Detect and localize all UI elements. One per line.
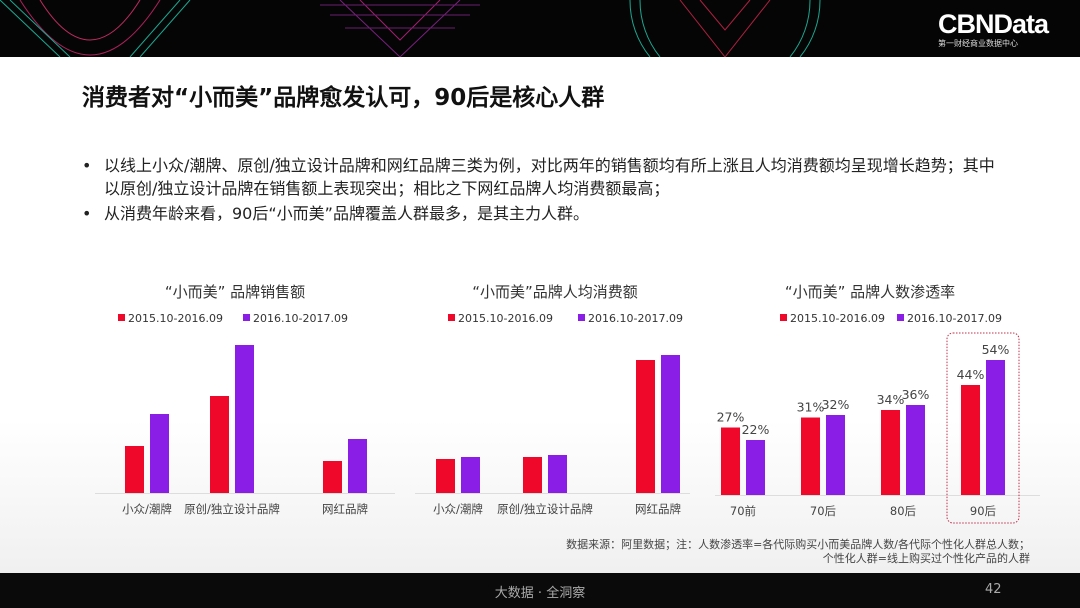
source-line: 数据来源：阿里数据；注：人数渗透率=各代际购买小而美品牌人数/各代际个性化人群总… xyxy=(566,538,1030,551)
legend-swatch xyxy=(118,314,125,321)
bar xyxy=(210,396,229,493)
legend-swatch xyxy=(243,314,250,321)
bar xyxy=(826,415,845,495)
data-label: 44% xyxy=(957,367,985,382)
bar xyxy=(746,440,765,495)
category-label: 70前 xyxy=(730,504,756,518)
footer-slogan: 大数据 · 全洞察 xyxy=(494,586,586,601)
bullet-item: 以线上小众/潮牌、原创/独立设计品牌和网红品牌三类为例，对比两年的销售额均有所上… xyxy=(82,154,1002,200)
category-label: 70后 xyxy=(810,504,836,518)
category-label: 80后 xyxy=(890,504,916,518)
data-label: 36% xyxy=(902,387,930,402)
legend-swatch xyxy=(578,314,585,321)
bar xyxy=(906,405,925,495)
page-title: 消费者对“小而美”品牌愈发认可，90后是核心人群 xyxy=(82,85,605,111)
legend-label: 2015.10-2016.09 xyxy=(128,312,223,325)
category-label: 网红品牌 xyxy=(635,502,681,516)
category-label: 网红品牌 xyxy=(322,502,368,516)
category-label: 原创/独立设计品牌 xyxy=(184,502,280,516)
bullet-list: 以线上小众/潮牌、原创/独立设计品牌和网红品牌三类为例，对比两年的销售额均有所上… xyxy=(82,154,1002,227)
bar xyxy=(348,439,367,493)
legend-swatch xyxy=(897,314,904,321)
page-number: 42 xyxy=(985,582,1002,597)
bar xyxy=(125,446,144,493)
category-label: 原创/独立设计品牌 xyxy=(497,502,593,516)
bar xyxy=(323,461,342,493)
decorative-pattern xyxy=(0,0,821,57)
data-label: 32% xyxy=(822,397,850,412)
legend-label: 2015.10-2016.09 xyxy=(458,312,553,325)
source-line: 个性化人群=线上购买过个性化产品的人群 xyxy=(822,552,1030,565)
cbndata-logo: CBNData 第一财经商业数据中心 xyxy=(937,9,1049,48)
data-label: 54% xyxy=(982,342,1010,357)
footer-bar: 大数据 · 全洞察 42 xyxy=(0,573,1080,608)
legend-label: 2016.10-2017.09 xyxy=(588,312,683,325)
bar xyxy=(548,455,567,493)
data-label: 34% xyxy=(877,392,905,407)
legend-label: 2015.10-2016.09 xyxy=(790,312,885,325)
category-label: 90后 xyxy=(970,504,996,518)
legend-swatch xyxy=(448,314,455,321)
data-label: 27% xyxy=(717,410,745,425)
chart-title: “小而美”品牌人均消费额 xyxy=(472,283,638,301)
data-label: 31% xyxy=(797,400,825,415)
bullet-item: 从消费年龄来看，90后“小而美”品牌覆盖人群最多，是其主力人群。 xyxy=(82,202,1002,225)
bar xyxy=(150,414,169,493)
bar xyxy=(801,417,820,495)
header-banner: CBNData 第一财经商业数据中心 xyxy=(0,0,1080,57)
legend-label: 2016.10-2017.09 xyxy=(907,312,1002,325)
bar xyxy=(661,355,680,493)
bar xyxy=(461,457,480,493)
source-note: 数据来源：阿里数据；注：人数渗透率=各代际购买小而美品牌人数/各代际个性化人群总… xyxy=(566,538,1030,566)
legend-swatch xyxy=(780,314,787,321)
category-label: 小众/潮牌 xyxy=(122,502,172,516)
bar xyxy=(721,427,740,495)
data-label: 22% xyxy=(742,422,770,437)
bar xyxy=(881,410,900,495)
highlight-box xyxy=(946,332,1020,524)
bar xyxy=(523,457,542,493)
chart-title: “小而美” 品牌销售额 xyxy=(165,283,305,301)
category-label: 小众/潮牌 xyxy=(433,502,483,516)
bar xyxy=(235,345,254,493)
bar xyxy=(986,360,1005,495)
bar xyxy=(436,459,455,493)
chart-title: “小而美” 品牌人数渗透率 xyxy=(785,283,955,301)
bar xyxy=(961,385,980,495)
charts-area: “小而美” 品牌销售额 2015.10-2016.09 2016.10-2017.0… xyxy=(95,283,1040,524)
legend-label: 2016.10-2017.09 xyxy=(253,312,348,325)
bar xyxy=(636,360,655,493)
